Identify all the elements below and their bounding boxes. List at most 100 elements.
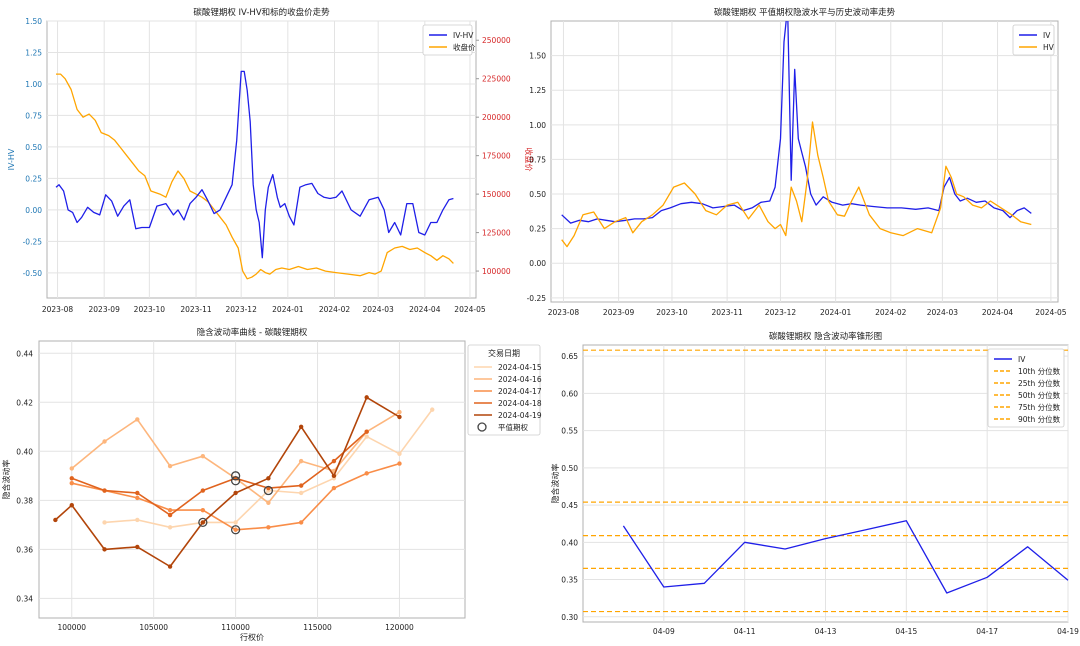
chart4-ytick-label: 0.65 xyxy=(561,352,578,361)
chart1-xtick-label: 2024-04 xyxy=(409,305,441,314)
chart3-point xyxy=(167,463,173,469)
chart3-point xyxy=(135,544,140,550)
chart3-xtick-label: 115000 xyxy=(303,623,332,632)
chart3-xlabel: 行权价 xyxy=(240,632,264,642)
chart4-ytick-label: 0.30 xyxy=(561,613,578,622)
chart1-xtick-label: 2024-02 xyxy=(319,305,351,314)
chart1-y2tick-label: 250000 xyxy=(482,36,511,45)
chart4-ytick-label: 0.50 xyxy=(561,464,578,473)
chart2-ytick-label: 0.75 xyxy=(529,155,546,164)
chart4-ytick-label: 0.35 xyxy=(561,576,578,585)
chart1-ytick-label: 0.25 xyxy=(25,174,42,183)
chart2-xtick-label: 2023-10 xyxy=(656,308,688,317)
chart3-point xyxy=(298,483,304,488)
legend-entry: 2024-04-19 xyxy=(498,411,542,420)
chart1-ytick-label: 0.75 xyxy=(25,111,42,120)
chart1-y2tick-label: 100000 xyxy=(482,267,511,276)
legend-entry: 收盘价 xyxy=(453,42,476,52)
chart2-ytick-label: -0.25 xyxy=(527,294,547,303)
chart3-atm-marker xyxy=(230,471,241,481)
chart4-xtick-label: 04-13 xyxy=(815,627,837,636)
chart4-title: 碳酸锂期权 隐含波动率锥形图 xyxy=(769,331,882,342)
chart1-y2tick-label: 225000 xyxy=(482,75,511,84)
chart1-xtick-label: 2023-11 xyxy=(180,305,212,314)
chart1-ylabel: IV-HV xyxy=(7,148,16,170)
chart3-point xyxy=(69,476,74,481)
legend-entry: 90th 分位数 xyxy=(1018,414,1061,424)
chart1-ytick-label: 1.00 xyxy=(25,80,42,89)
chart4-ylabel: 隐含波动率 xyxy=(550,464,560,504)
chart1-ytick-label: -0.25 xyxy=(23,237,43,246)
legend-entry: 25th 分位数 xyxy=(1018,378,1061,388)
chart1-series-iv-hv xyxy=(55,70,454,259)
chart3-point xyxy=(298,424,304,429)
chart2-ytick-label: 1.25 xyxy=(529,86,546,95)
chart3-atm-marker xyxy=(230,476,241,486)
chart1-ytick-label: 1.50 xyxy=(25,17,42,26)
chart1-y2tick-label: 150000 xyxy=(482,190,511,199)
chart3-point xyxy=(102,520,107,525)
chart3-point xyxy=(397,461,402,466)
legend-entry: IV-HV xyxy=(453,31,474,40)
chart3-point xyxy=(331,473,337,479)
legend-entry: HV xyxy=(1043,43,1055,52)
chart2-xtick-label: 2024-05 xyxy=(1035,308,1067,317)
chart3-point xyxy=(233,527,238,532)
chart3-point xyxy=(397,414,402,420)
chart3-atm-marker xyxy=(230,525,241,535)
legend-entry: 75th 分位数 xyxy=(1018,402,1061,412)
chart3-point xyxy=(102,488,107,493)
chart3-ytick-label: 0.40 xyxy=(16,447,33,456)
chart1-xtick-label: 2023-09 xyxy=(89,305,121,314)
chart2-ytick-label: 0.00 xyxy=(529,259,546,268)
chart3-point xyxy=(135,517,140,523)
chart2-series-hv xyxy=(561,121,1032,248)
chart3-xtick-label: 105000 xyxy=(139,623,168,632)
chart4-ytick-label: 0.60 xyxy=(561,389,578,398)
chart4-series-iv xyxy=(622,520,1069,594)
chart1-frame xyxy=(46,20,477,299)
chart3-point xyxy=(266,500,271,505)
chart3-point xyxy=(298,520,304,525)
chart2-xtick-label: 2023-11 xyxy=(711,308,743,317)
chart3-point xyxy=(200,454,206,459)
chart4-ytick-label: 0.40 xyxy=(561,538,578,547)
chart4-xtick-label: 04-15 xyxy=(895,627,917,636)
chart3-ytick-label: 0.38 xyxy=(16,496,33,505)
chart1-xtick-label: 2023-08 xyxy=(42,305,74,314)
chart2-ytick-label: 1.00 xyxy=(529,121,546,130)
chart3-point xyxy=(298,458,304,464)
legend-entry: 平值期权 xyxy=(498,422,528,432)
chart1-y2tick-label: 125000 xyxy=(482,229,511,238)
chart3-series-line xyxy=(71,431,368,516)
chart4-ytick-label: 0.45 xyxy=(561,501,578,510)
chart4-xtick-label: 04-09 xyxy=(653,627,675,636)
chart3-point xyxy=(167,512,173,518)
chart3-xtick-label: 110000 xyxy=(221,623,250,632)
chart3-point xyxy=(135,495,140,501)
chart3-point xyxy=(364,434,369,439)
legend-marker-atm xyxy=(477,422,487,432)
chart2-title: 碳酸锂期权 平值期权隐波水平与历史波动率走势 xyxy=(714,7,896,18)
legend-title: 交易日期 xyxy=(488,348,520,358)
chart3-ytick-label: 0.34 xyxy=(16,594,33,603)
chart1-series-close-price xyxy=(56,73,454,280)
chart3-point xyxy=(200,488,206,493)
chart3-point xyxy=(200,507,206,513)
chart3-point xyxy=(364,471,369,476)
legend-entry: IV xyxy=(1018,355,1026,364)
legend-entry: 2024-04-17 xyxy=(498,387,542,396)
chart3-point xyxy=(364,429,369,434)
chart2-xtick-label: 2024-02 xyxy=(875,308,907,317)
chart3-point xyxy=(331,485,337,491)
chart3-xtick-label: 120000 xyxy=(385,623,414,632)
chart3-point xyxy=(233,520,238,525)
chart3-point xyxy=(135,417,140,422)
chart4-ytick-label: 0.55 xyxy=(561,427,578,436)
chart1-ytick-label: -0.50 xyxy=(23,269,43,278)
chart3-point xyxy=(69,480,74,486)
chart3-point xyxy=(69,466,74,471)
chart3-point xyxy=(135,490,140,496)
chart2-xtick-label: 2023-12 xyxy=(765,308,797,317)
